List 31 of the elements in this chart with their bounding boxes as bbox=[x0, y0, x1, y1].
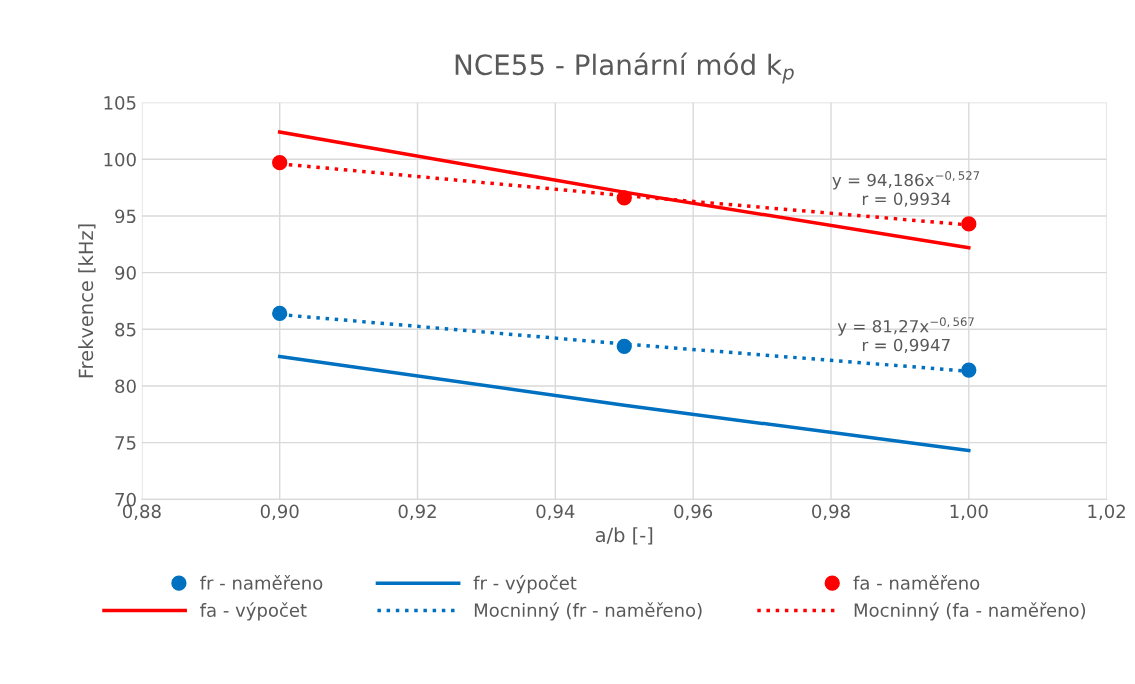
annotation: y = 94,186x$^{−0,527}$ r = 0,9934 bbox=[832, 171, 980, 207]
legend-label: fa - naměřeno bbox=[853, 575, 980, 590]
legend-label: Mocninný (fa - naměřeno) bbox=[854, 602, 1086, 621]
point bbox=[961, 362, 977, 378]
point bbox=[616, 190, 632, 206]
y-tick-label: 95 bbox=[115, 209, 136, 224]
chart-title: NCE55 - Planární mód k$_{p}$ bbox=[455, 52, 794, 84]
y-tick-label: 85 bbox=[115, 322, 136, 337]
x-tick-label: 0,94 bbox=[536, 504, 575, 520]
annotation: y = 81,27x$^{−0,567}$ r = 0,9947 bbox=[837, 317, 974, 354]
x-tick-label: 0,92 bbox=[398, 504, 436, 520]
point bbox=[961, 216, 977, 232]
legend-label: fr - výpočet bbox=[473, 575, 577, 594]
point bbox=[272, 305, 288, 322]
x-tick-label: 1,02 bbox=[1088, 504, 1125, 520]
x-tick-label: 1,00 bbox=[950, 504, 988, 520]
legend-label: Mocninný (fr - naměřeno) bbox=[474, 602, 702, 621]
x-tick-label: 0,96 bbox=[674, 504, 713, 520]
y-tick-label: 75 bbox=[115, 436, 136, 450]
x-tick-label: 0,98 bbox=[812, 504, 850, 520]
y-tick-label: 100 bbox=[104, 152, 136, 167]
y-axis-title: Frekvence [kHz] bbox=[78, 224, 96, 378]
y-tick-label: 105 bbox=[104, 96, 136, 110]
legend-label: fr - naměřeno bbox=[200, 575, 323, 590]
y-tick-label: 90 bbox=[115, 266, 136, 280]
x-axis-title: a/b [-] bbox=[595, 527, 653, 545]
point bbox=[616, 338, 632, 354]
x-tick-label: 0,90 bbox=[260, 504, 299, 520]
point bbox=[272, 155, 288, 171]
legend-label: fa - výpočet bbox=[200, 602, 307, 621]
y-tick-label: 80 bbox=[115, 379, 136, 394]
